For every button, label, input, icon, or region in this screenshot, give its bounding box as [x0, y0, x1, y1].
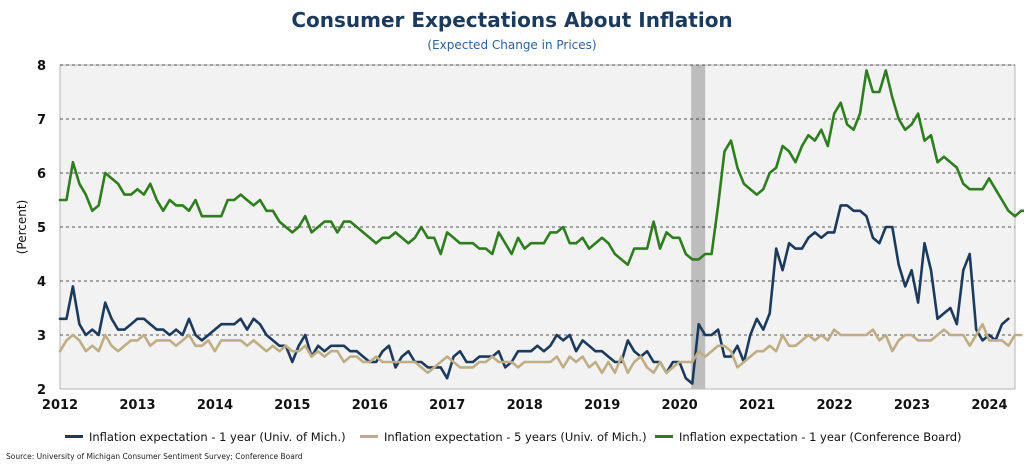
- x-tick-labels-layer: 2012 2013 2014 2015 2016 2017 2018 2019 2020 2021…: [42, 398, 1008, 413]
- x-tick-label: 2022: [816, 398, 852, 413]
- legend-label: Inflation expectation - 1 year (Univ. of…: [89, 430, 346, 444]
- x-tick-label: 2013: [119, 398, 155, 413]
- y-tick-label: 6: [37, 167, 46, 182]
- x-tick-label: 2023: [894, 398, 930, 413]
- y-tick-label: 7: [37, 113, 46, 128]
- source-note: Source: University of Michigan Consumer …: [6, 452, 303, 461]
- x-tick-label: 2020: [662, 398, 698, 413]
- legend-swatch: [655, 435, 673, 438]
- y-axis-label: (Percent): [15, 200, 29, 255]
- y-tick-label: 3: [37, 329, 46, 344]
- legend: Inflation expectation - 1 year (Univ. of…: [65, 430, 1015, 448]
- series-line-3: [58, 69, 1024, 267]
- x-tick-label: 2014: [197, 398, 233, 413]
- x-tick-label: 2016: [352, 398, 388, 413]
- legend-item: Inflation expectation - 1 year (Univ. of…: [65, 430, 346, 444]
- y-tick-labels-layer: 2 3 4 5 6 7 8: [37, 59, 46, 398]
- x-tick-label: 2019: [584, 398, 620, 413]
- legend-item: Inflation expectation - 5 years (Univ. o…: [360, 430, 647, 444]
- y-tick-label: 2: [37, 383, 46, 398]
- legend-item: Inflation expectation - 1 year (Conferen…: [655, 430, 962, 444]
- chart-subtitle: (Expected Change in Prices): [427, 38, 597, 52]
- x-tick-label: 2024: [971, 398, 1007, 413]
- y-tick-label: 4: [37, 275, 46, 290]
- x-tick-label: 2012: [42, 398, 78, 413]
- x-tick-label: 2018: [507, 398, 543, 413]
- legend-swatch: [360, 435, 378, 438]
- legend-swatch: [65, 435, 83, 438]
- series-line-2: [58, 322, 1023, 375]
- series-line-1: [58, 204, 1010, 385]
- series-layer: [58, 69, 1024, 385]
- chart-title: Consumer Expectations About Inflation: [291, 8, 733, 32]
- x-tick-label: 2017: [429, 398, 465, 413]
- chart-canvas: 2 3 4 5 6 7 8 2012 2013 2014 2015 2016 2017 2018 2019…: [15, 59, 1024, 413]
- legend-label: Inflation expectation - 1 year (Conferen…: [679, 430, 962, 444]
- legend-label: Inflation expectation - 5 years (Univ. o…: [384, 430, 647, 444]
- x-tick-label: 2021: [739, 398, 775, 413]
- y-tick-label: 8: [37, 59, 46, 74]
- y-tick-label: 5: [37, 221, 46, 236]
- x-tick-label: 2015: [274, 398, 310, 413]
